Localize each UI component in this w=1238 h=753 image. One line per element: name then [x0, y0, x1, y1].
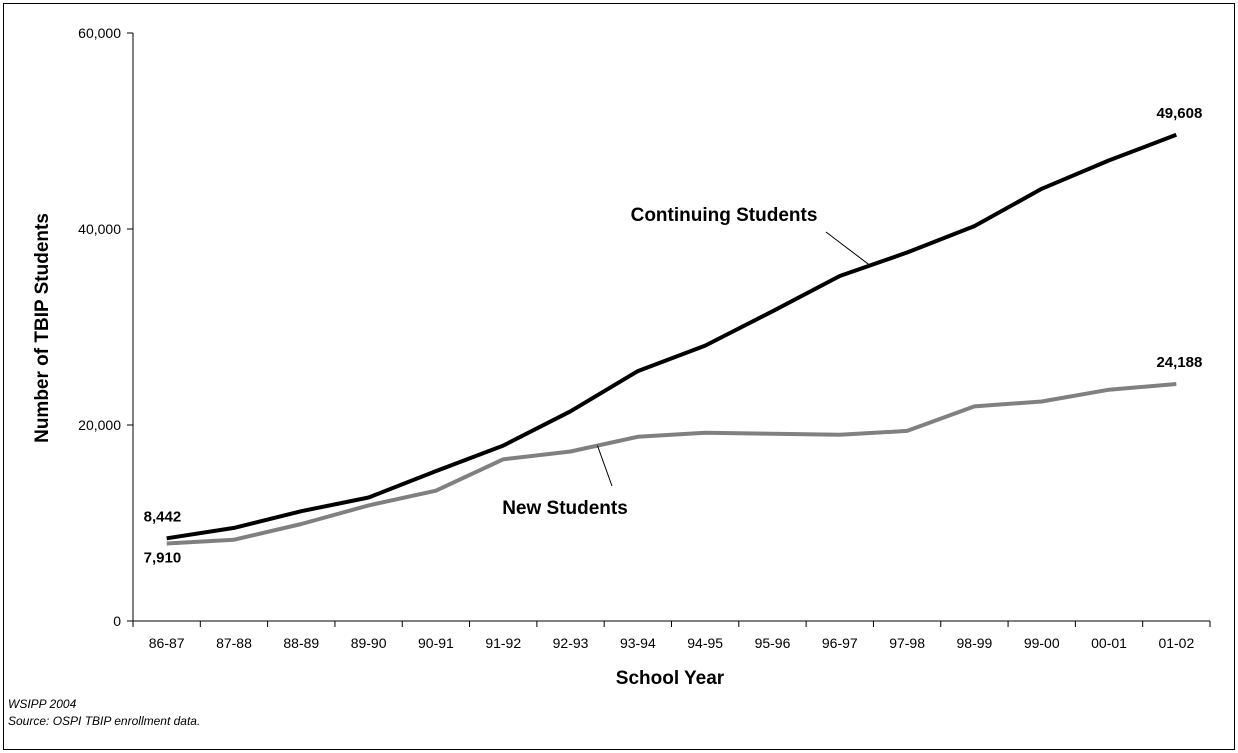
x-tick-label: 95-96 [755, 635, 791, 651]
y-tick-label: 0 [113, 613, 121, 629]
x-tick-label: 00-01 [1091, 635, 1127, 651]
x-tick-label: 94-95 [687, 635, 723, 651]
continuing-students-leader-line [825, 231, 871, 266]
x-tick-label: 88-89 [283, 635, 319, 651]
x-tick-label: 96-97 [822, 635, 858, 651]
new-students-line [166, 382, 1177, 546]
x-tick-label: 90-91 [418, 635, 454, 651]
series-lines [166, 132, 1178, 546]
source-note: Source: OSPI TBIP enrollment data. [8, 714, 201, 728]
axes [127, 32, 1211, 627]
x-tick-label: 93-94 [620, 635, 656, 651]
y-tick-label: 20,000 [78, 417, 121, 433]
credit-note: WSIPP 2004 [8, 697, 77, 711]
new-students-label: New Students [502, 498, 628, 519]
x-axis-title: School Year [616, 668, 725, 689]
continuing-students-line [166, 132, 1178, 541]
x-tick-label: 98-99 [957, 635, 993, 651]
x-tick-label: 86-87 [149, 635, 185, 651]
data-label: 49,608 [1156, 105, 1202, 122]
data-label: 8,442 [144, 508, 182, 525]
x-tick-label: 97-98 [889, 635, 925, 651]
y-tick-label: 60,000 [78, 25, 121, 41]
chart-frame [3, 3, 1235, 750]
x-tick-label: 92-93 [553, 635, 589, 651]
x-tick-label: 87-88 [216, 635, 252, 651]
continuing-students-label: Continuing Students [631, 205, 818, 226]
data-label: 7,910 [144, 549, 182, 566]
y-axis-title: Number of TBIP Students [32, 213, 53, 443]
new-students-leader-line [596, 445, 613, 487]
x-tick-label: 01-02 [1158, 635, 1194, 651]
data-label: 24,188 [1156, 354, 1202, 371]
x-tick-label: 89-90 [351, 635, 387, 651]
y-tick-label: 40,000 [78, 221, 121, 237]
x-tick-label: 99-00 [1024, 635, 1060, 651]
annotations: Continuing Students New Students 8,442 7,91… [144, 105, 1203, 567]
tick-labels: 0 20,000 40,000 60,000 86-87 87-88 88-89 89-90 9… [78, 25, 1194, 651]
x-tick-label: 91-92 [485, 635, 521, 651]
